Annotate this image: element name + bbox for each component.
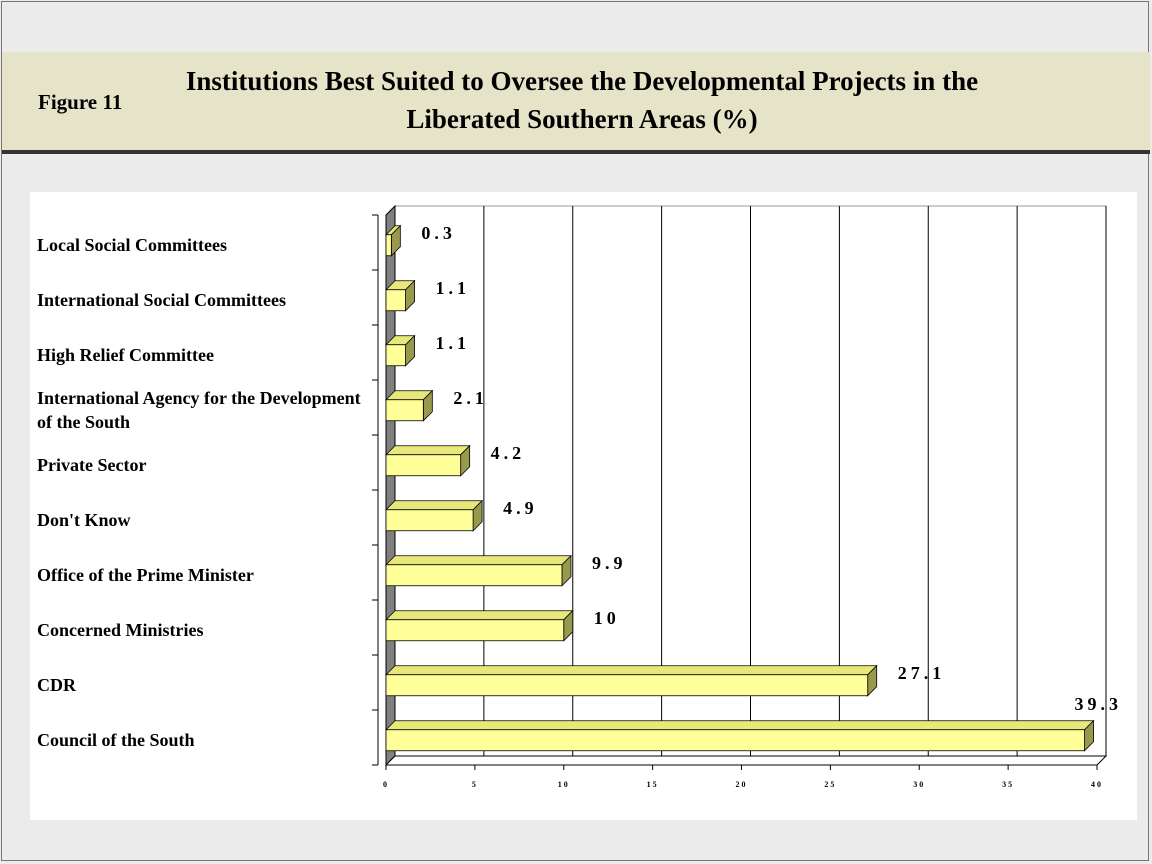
category-label: Local Social Committees — [37, 235, 227, 256]
bar-face — [385, 555, 572, 566]
bar — [385, 224, 402, 257]
value-label: 4.2 — [491, 443, 526, 463]
x-tick-label: 15 — [647, 780, 659, 789]
value-label: 2.1 — [453, 388, 488, 408]
value-label: 1.1 — [436, 278, 471, 298]
bar — [385, 609, 574, 642]
bar — [385, 444, 471, 477]
bar-face — [385, 564, 563, 587]
bar — [385, 279, 416, 312]
bar-face — [385, 665, 878, 676]
value-label: 10 — [594, 608, 620, 628]
category-label: Don't Know — [37, 510, 131, 531]
bar-face — [385, 729, 1085, 752]
category-label: Private Sector — [37, 455, 147, 476]
bar-face — [385, 610, 574, 621]
bar-face — [385, 619, 565, 642]
x-tick-label: 0 — [383, 780, 389, 789]
bar-face — [385, 399, 424, 422]
x-tick-label: 35 — [1002, 780, 1014, 789]
value-label: 9.9 — [592, 553, 627, 573]
bar — [385, 499, 484, 532]
bar-face — [385, 234, 392, 257]
title-band: Figure 11 Institutions Best Suited to Ov… — [2, 52, 1150, 154]
category-label: Concerned Ministries — [37, 620, 204, 641]
category-label: Office of the Prime Minister — [37, 565, 254, 586]
bar-face — [385, 720, 1095, 731]
category-label: High Relief Committee — [37, 345, 214, 366]
category-label: International Social Committees — [37, 290, 286, 311]
chart-panel — [30, 192, 1137, 820]
value-label: 39.3 — [1075, 694, 1123, 714]
x-tick-label: 30 — [913, 780, 925, 789]
x-tick-label: 5 — [472, 780, 478, 789]
bar — [385, 389, 434, 422]
floor — [384, 755, 1108, 766]
bar-face — [385, 454, 462, 477]
bar — [385, 334, 416, 367]
value-label: 4.9 — [503, 498, 538, 518]
bar-face — [385, 445, 471, 456]
x-tick-label: 25 — [824, 780, 836, 789]
x-tick-label: 10 — [558, 780, 570, 789]
value-label: 0.3 — [421, 223, 456, 243]
bar-face — [385, 674, 869, 697]
bar-face — [385, 344, 406, 367]
category-label: CDR — [37, 675, 76, 696]
category-label: Council of the South — [37, 730, 195, 751]
bar-face — [385, 289, 406, 312]
category-label: International Agency for the Development… — [37, 388, 361, 433]
x-tick-label: 20 — [736, 780, 748, 789]
bar-face — [385, 500, 484, 511]
bar — [385, 719, 1095, 752]
value-label: 27.1 — [898, 663, 946, 683]
bar-face — [385, 509, 474, 532]
bar — [385, 664, 878, 697]
x-tick-label: 40 — [1091, 780, 1103, 789]
value-label: 1.1 — [436, 333, 471, 353]
chart-title: Institutions Best Suited to Oversee the … — [185, 66, 979, 134]
bar — [385, 554, 572, 587]
figure-label: Figure 11 — [38, 90, 123, 114]
